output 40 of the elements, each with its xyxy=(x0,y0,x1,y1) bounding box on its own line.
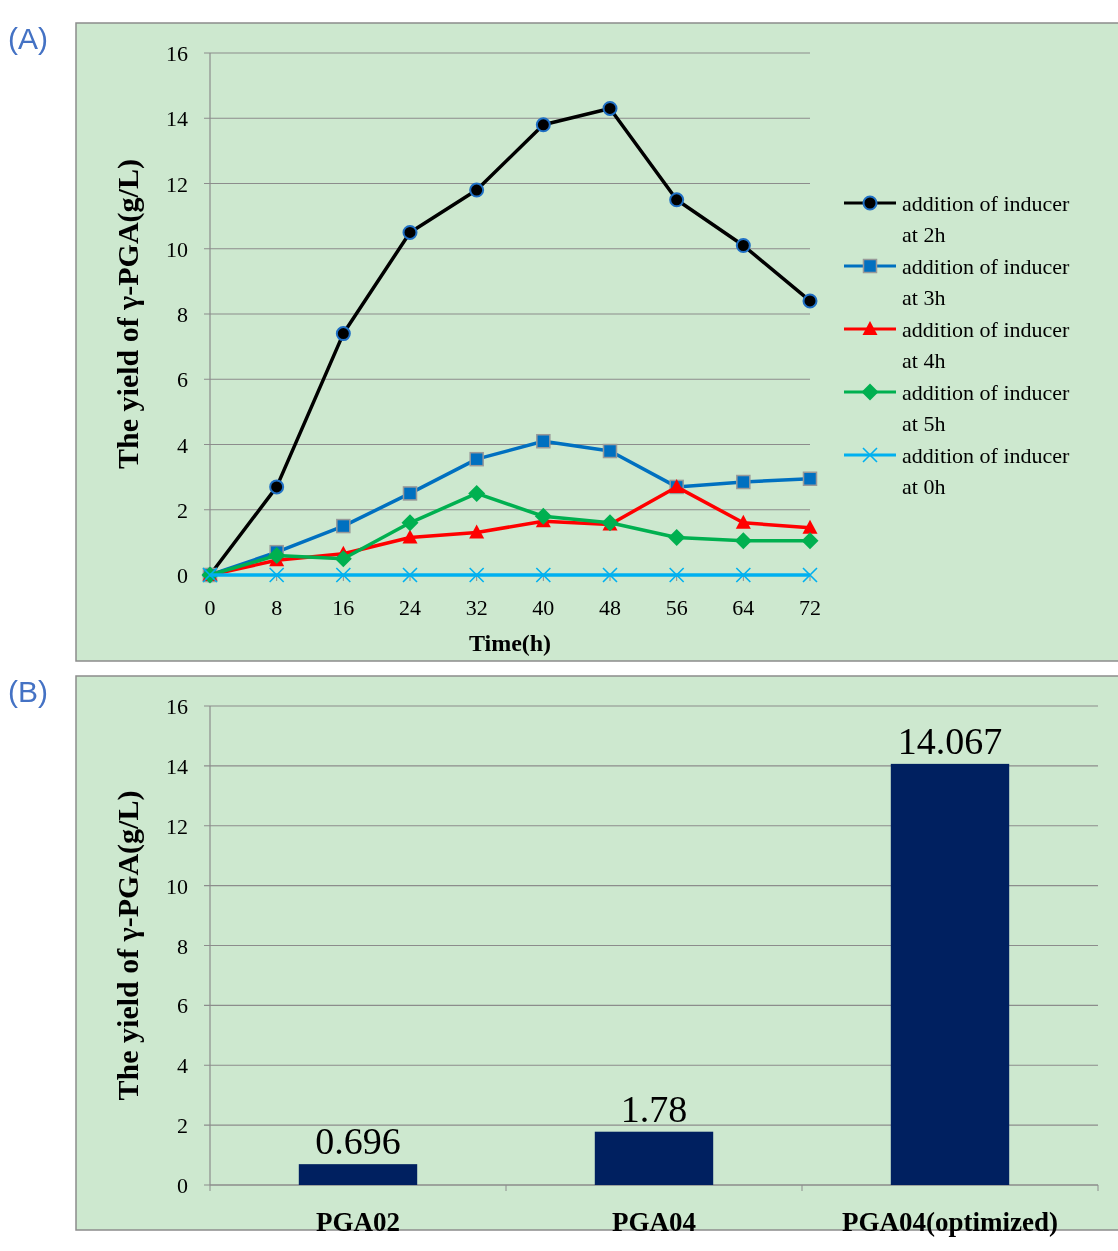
x-tick-label: 56 xyxy=(665,595,688,620)
y-tick-label: 6 xyxy=(177,367,188,393)
y-axis-title: The yield of γ-PGA(g/L) xyxy=(111,790,145,1101)
x-tick-label: 48 xyxy=(599,595,621,620)
legend-label: addition of inducer at 0h xyxy=(902,443,1071,499)
y-tick-label: 10 xyxy=(166,236,188,262)
y-tick-label: 0 xyxy=(177,1173,188,1198)
x-tick-label: 40 xyxy=(532,595,555,620)
y-tick-label: 6 xyxy=(177,993,188,1019)
x-tick-label: 64 xyxy=(732,595,755,620)
text: (A) xyxy=(8,22,48,55)
x-tick-label: PGA04 xyxy=(612,1207,696,1237)
y-tick-label: 16 xyxy=(166,41,188,66)
data-label: 14.067 xyxy=(897,719,1003,762)
y-tick-label: 0 xyxy=(177,563,188,588)
y-tick-label: 14 xyxy=(166,753,188,779)
y-tick-label: 16 xyxy=(166,694,188,719)
y-tick-label: 12 xyxy=(166,813,188,839)
x-tick-label: PGA02 xyxy=(316,1207,400,1237)
x-tick-label: PGA04(optimized) xyxy=(842,1207,1058,1237)
y-axis-title: The yield of γ-PGA(g/L) xyxy=(111,159,145,469)
y-tick-label: 12 xyxy=(166,171,188,197)
x-tick-label: 32 xyxy=(465,595,488,620)
y-tick-label: 8 xyxy=(177,933,188,959)
x-axis-title: Time(h) xyxy=(468,630,552,656)
y-tick-label: 14 xyxy=(166,106,188,132)
y-tick-label: 4 xyxy=(177,432,188,458)
y-tick-label: 2 xyxy=(177,497,188,523)
data-label: 1.78 xyxy=(620,1087,688,1130)
x-tick-label: 24 xyxy=(399,595,421,620)
y-tick-label: 4 xyxy=(177,1053,188,1079)
text: (B) xyxy=(8,675,48,708)
y-tick-label: 2 xyxy=(177,1113,188,1139)
y-tick-label: 10 xyxy=(166,873,188,899)
x-tick-label: 8 xyxy=(271,595,283,620)
x-tick-label: 16 xyxy=(332,595,355,620)
y-tick-label: 8 xyxy=(177,302,188,327)
x-tick-label: 72 xyxy=(799,595,821,620)
x-tick-label: 0 xyxy=(204,595,216,620)
data-label: 0.696 xyxy=(315,1120,401,1163)
